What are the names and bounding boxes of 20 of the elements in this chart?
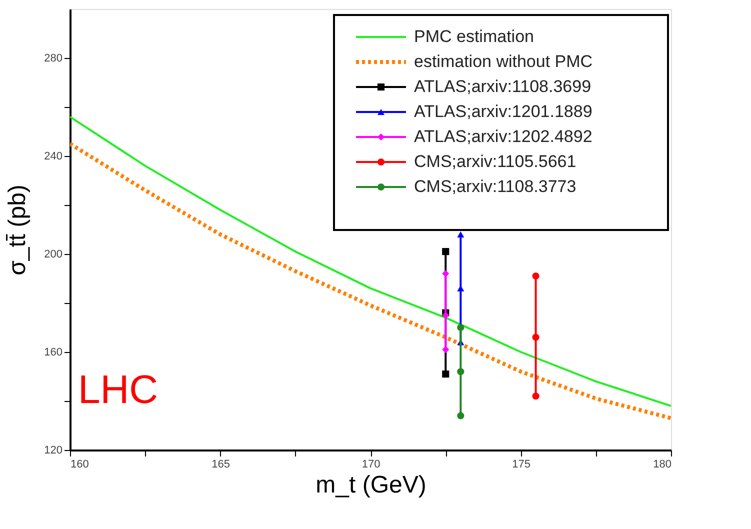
x-axis-title: m_t (GeV) [316, 472, 426, 498]
legend-label: PMC estimation [414, 27, 534, 46]
y-tick-label: 240 [44, 150, 62, 162]
x-tick-label: 175 [512, 458, 530, 470]
x-tick-label: 180 [653, 458, 672, 470]
y-tick-label: 160 [44, 346, 62, 358]
legend-label: CMS;arxiv:1105.5661 [414, 152, 576, 171]
annotation: LHC [78, 368, 158, 412]
legend-label: ATLAS;arxiv:1108.3699 [414, 77, 592, 96]
y-tick-label: 280 [44, 52, 62, 64]
x-tick-label: 165 [212, 458, 230, 470]
legend-label: ATLAS;arxiv:1202.4892 [414, 127, 592, 146]
x-tick-label: 160 [70, 458, 89, 470]
y-axis-title: σ_tt̄ (pb) [4, 184, 32, 276]
legend-label: estimation without PMC [414, 52, 593, 71]
legend-label: ATLAS;arxiv:1201.1889 [414, 102, 592, 121]
y-tick-label: 200 [44, 248, 62, 260]
legend-label: CMS;arxiv:1108.3773 [414, 177, 576, 196]
x-tick-label: 170 [362, 458, 380, 470]
y-tick-label: 120 [44, 444, 62, 456]
